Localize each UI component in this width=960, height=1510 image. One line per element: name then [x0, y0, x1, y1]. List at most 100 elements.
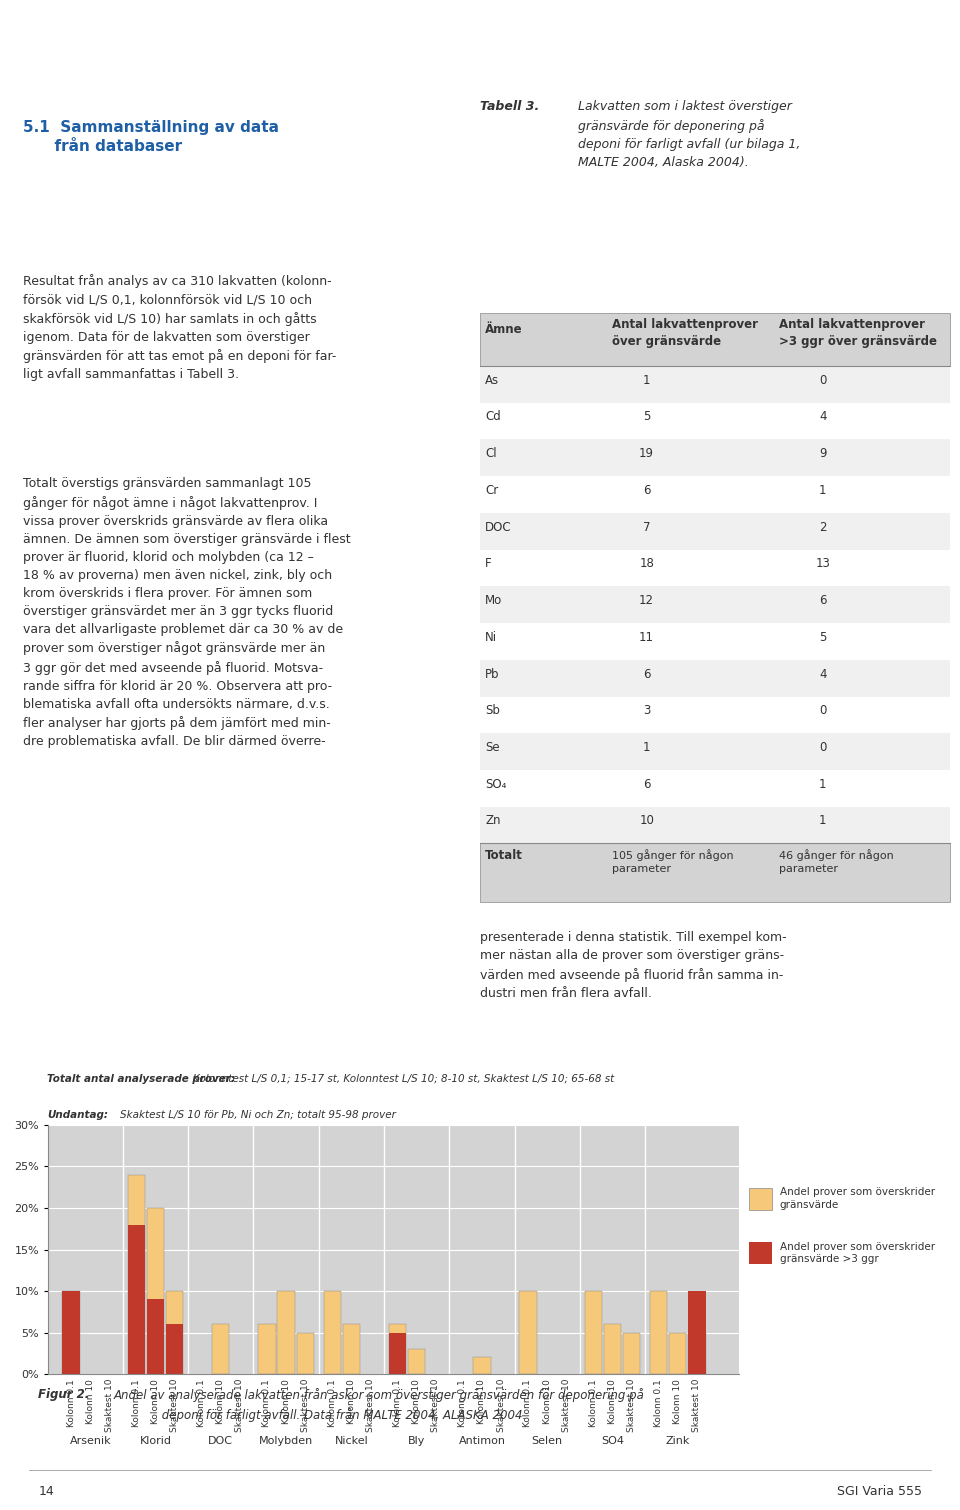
Text: 2: 2 [819, 521, 827, 533]
Text: Totalt: Totalt [485, 849, 523, 862]
Text: Undantag:: Undantag: [47, 1110, 108, 1120]
Text: Selen: Selen [532, 1436, 563, 1447]
FancyBboxPatch shape [480, 365, 950, 403]
Text: SO₄: SO₄ [485, 778, 507, 791]
Text: 4: 4 [819, 411, 827, 423]
Text: 0: 0 [819, 374, 827, 387]
Text: Lakvatten som i laktest överstiger
gränsvärde för deponering på
deponi för farli: Lakvatten som i laktest överstiger gräns… [578, 100, 801, 169]
FancyBboxPatch shape [480, 660, 950, 696]
Text: 10: 10 [639, 814, 654, 827]
Text: 13: 13 [815, 557, 830, 571]
Text: Zn: Zn [485, 814, 500, 827]
Text: Cr: Cr [485, 483, 498, 497]
Text: Klorid: Klorid [139, 1436, 172, 1447]
Text: 0: 0 [819, 741, 827, 753]
Text: 14: 14 [38, 1484, 54, 1498]
Text: Andel prover som överskrider
gränsvärde >3 ggr: Andel prover som överskrider gränsvärde … [780, 1241, 935, 1264]
Text: DOC: DOC [208, 1436, 233, 1447]
Bar [343, 1324, 360, 1374]
Text: Zink: Zink [665, 1436, 690, 1447]
Text: 6: 6 [643, 667, 651, 681]
Text: Nickel: Nickel [334, 1436, 369, 1447]
Text: 5.1  Sammanställning av data
      från databaser: 5.1 Sammanställning av data från databas… [23, 119, 279, 154]
Text: Pb: Pb [485, 667, 499, 681]
Text: Andel prover som överskrider
gränsvärde: Andel prover som överskrider gränsvärde [780, 1187, 935, 1210]
FancyBboxPatch shape [480, 513, 950, 550]
Text: Bly: Bly [408, 1436, 425, 1447]
Bar [389, 1332, 406, 1374]
Text: 105 gånger för någon
parameter: 105 gånger för någon parameter [612, 849, 734, 874]
FancyBboxPatch shape [480, 439, 950, 476]
Text: 7: 7 [643, 521, 651, 533]
Bar [277, 1291, 295, 1374]
Text: Cd: Cd [485, 411, 501, 423]
Bar [473, 1357, 491, 1374]
Text: 4: 4 [819, 667, 827, 681]
Text: Cl: Cl [485, 447, 496, 461]
FancyBboxPatch shape [480, 550, 950, 586]
Text: As: As [485, 374, 499, 387]
Text: 1: 1 [819, 483, 827, 497]
Text: 5: 5 [643, 411, 650, 423]
Bar [166, 1324, 183, 1374]
Text: Antimon: Antimon [459, 1436, 505, 1447]
Bar [166, 1291, 183, 1374]
Bar [258, 1324, 276, 1374]
FancyBboxPatch shape [480, 403, 950, 439]
Text: 1: 1 [643, 741, 651, 753]
Bar [749, 1188, 772, 1210]
Text: 1: 1 [819, 778, 827, 791]
Bar [389, 1324, 406, 1374]
Text: Figur 2.: Figur 2. [38, 1389, 89, 1401]
Text: 46 gånger för någon
parameter: 46 gånger för någon parameter [779, 849, 894, 874]
FancyBboxPatch shape [480, 734, 950, 770]
Bar [623, 1332, 640, 1374]
Text: 6: 6 [643, 778, 651, 791]
Text: Mo: Mo [485, 593, 502, 607]
FancyBboxPatch shape [480, 624, 950, 660]
Text: 5. Resultat: 5. Resultat [386, 27, 574, 56]
Text: Tabell 3.: Tabell 3. [480, 100, 540, 113]
Text: 19: 19 [639, 447, 654, 461]
Text: Totalt antal analyserade prover:: Totalt antal analyserade prover: [47, 1074, 235, 1084]
Bar [650, 1291, 667, 1374]
FancyBboxPatch shape [480, 770, 950, 806]
Text: Se: Se [485, 741, 500, 753]
Text: Totalt överstigs gränsvärden sammanlagt 105
gånger för något ämne i något lakvat: Totalt överstigs gränsvärden sammanlagt … [23, 477, 350, 747]
Bar [147, 1299, 164, 1374]
Text: 1: 1 [819, 814, 827, 827]
Bar [297, 1332, 314, 1374]
FancyBboxPatch shape [480, 806, 950, 844]
Text: DOC: DOC [485, 521, 512, 533]
Text: Sb: Sb [485, 704, 500, 717]
Bar [688, 1291, 706, 1374]
Text: Kolonntest L/S 0,1; 15-17 st, Kolonntest L/S 10; 8-10 st, Skaktest L/S 10; 65-68: Kolonntest L/S 0,1; 15-17 st, Kolonntest… [193, 1074, 614, 1084]
Bar [585, 1291, 602, 1374]
Text: 12: 12 [639, 593, 654, 607]
FancyBboxPatch shape [480, 313, 950, 365]
Bar [669, 1332, 686, 1374]
FancyBboxPatch shape [480, 476, 950, 513]
Bar [62, 1291, 80, 1374]
Bar [212, 1324, 229, 1374]
Text: 1: 1 [643, 374, 651, 387]
FancyBboxPatch shape [480, 696, 950, 734]
Text: 6: 6 [643, 483, 651, 497]
FancyBboxPatch shape [480, 586, 950, 624]
Text: 3: 3 [643, 704, 650, 717]
Text: Andel av analyserade lakvatten från askor som överstiger gränsvärden för deponer: Andel av analyserade lakvatten från asko… [113, 1389, 644, 1422]
Bar [604, 1324, 621, 1374]
Bar [408, 1350, 425, 1374]
Text: Skaktest L/S 10 för Pb, Ni och Zn; totalt 95-98 prover: Skaktest L/S 10 för Pb, Ni och Zn; total… [120, 1110, 396, 1120]
Bar [688, 1332, 706, 1374]
Bar [519, 1291, 537, 1374]
Bar [749, 1243, 772, 1264]
Text: 18: 18 [639, 557, 654, 571]
Bar [62, 1291, 80, 1374]
Bar [147, 1208, 164, 1374]
Text: Ni: Ni [485, 631, 497, 643]
FancyBboxPatch shape [480, 844, 950, 901]
Text: 9: 9 [819, 447, 827, 461]
Text: Antal lakvattenprover
över gränsvärde: Antal lakvattenprover över gränsvärde [612, 317, 758, 347]
Text: 11: 11 [639, 631, 654, 643]
